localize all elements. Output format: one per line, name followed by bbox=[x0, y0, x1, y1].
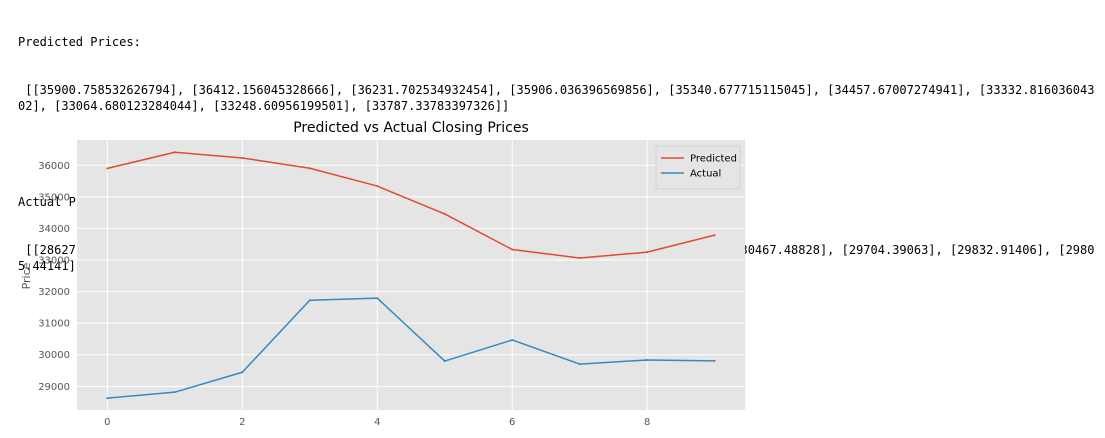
legend-label: Predicted bbox=[690, 154, 737, 165]
data-point-predicted bbox=[713, 234, 716, 237]
legend-box bbox=[655, 145, 741, 190]
series-line-predicted bbox=[107, 151, 715, 259]
data-point-actual bbox=[376, 297, 379, 300]
data-point-actual bbox=[241, 371, 244, 374]
output-text: Predicted Prices: [[35900.758532626794],… bbox=[18, 2, 1098, 290]
plot-area bbox=[77, 140, 745, 410]
chart-title: Predicted vs Actual Closing Prices bbox=[293, 120, 529, 136]
data-point-predicted bbox=[443, 212, 446, 215]
y-tick-label: 30000 bbox=[38, 350, 70, 361]
line-chart: 0 2 4 6 8 29000 30000 31000 32000 33000 34000 3500… bbox=[20, 120, 745, 428]
data-point-predicted bbox=[173, 151, 176, 154]
data-point-actual bbox=[646, 359, 649, 362]
data-point-predicted bbox=[646, 251, 649, 254]
y-axis-ticks: 29000 30000 31000 32000 33000 34000 35000 36000 bbox=[38, 161, 70, 393]
y-tick-label: 35000 bbox=[38, 192, 70, 203]
data-point-predicted bbox=[308, 167, 311, 170]
predicted-label: Predicted Prices: bbox=[18, 35, 141, 49]
x-tick-label: 0 bbox=[104, 417, 110, 428]
x-tick-label: 8 bbox=[644, 417, 650, 428]
y-tick-label: 34000 bbox=[38, 224, 70, 235]
data-point-actual bbox=[443, 360, 446, 363]
x-tick-label: 6 bbox=[509, 417, 515, 428]
data-point-predicted bbox=[578, 256, 581, 259]
y-tick-label: 33000 bbox=[38, 256, 70, 267]
x-tick-label: 4 bbox=[374, 417, 380, 428]
data-point-predicted bbox=[106, 167, 109, 170]
data-point-predicted bbox=[511, 248, 514, 251]
data-point-predicted bbox=[241, 156, 244, 159]
data-point-actual bbox=[106, 397, 109, 400]
legend-label: Actual bbox=[690, 169, 721, 180]
series-lines bbox=[106, 151, 716, 400]
data-point-actual bbox=[308, 299, 311, 302]
data-point-actual bbox=[173, 391, 176, 394]
y-axis-label: Price bbox=[20, 262, 33, 289]
data-point-predicted bbox=[376, 185, 379, 188]
x-tick-label: 2 bbox=[239, 417, 245, 428]
legend: Predicted Actual bbox=[655, 145, 741, 190]
y-tick-label: 31000 bbox=[38, 319, 70, 330]
predicted-values: [[35900.758532626794], [36412.1560453286… bbox=[18, 83, 1095, 113]
data-point-actual bbox=[578, 363, 581, 366]
series-line-actual bbox=[107, 297, 715, 399]
data-point-actual bbox=[713, 359, 716, 362]
y-tick-label: 36000 bbox=[38, 161, 70, 172]
x-axis-ticks: 0 2 4 6 8 bbox=[104, 417, 650, 428]
data-point-actual bbox=[511, 338, 514, 341]
grid bbox=[77, 140, 745, 410]
y-tick-label: 32000 bbox=[38, 287, 70, 298]
y-tick-label: 29000 bbox=[38, 382, 70, 393]
